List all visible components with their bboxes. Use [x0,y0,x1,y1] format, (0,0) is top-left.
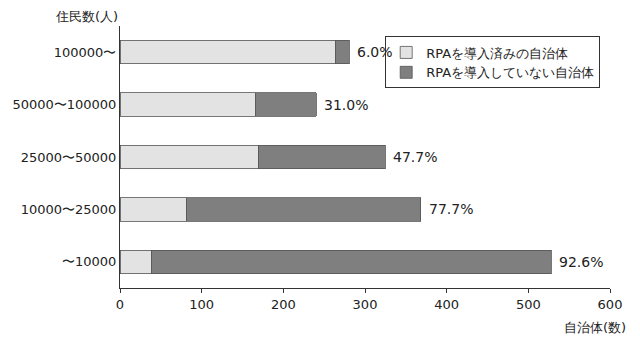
svg-text:200: 200 [271,297,296,312]
svg-text:10000〜25000: 10000〜25000 [21,202,117,217]
svg-text:92.6%: 92.6% [559,254,603,270]
svg-text:300: 300 [353,297,378,312]
svg-text:6.0%: 6.0% [357,44,393,60]
svg-text:50000〜100000: 50000〜100000 [12,97,116,112]
svg-text:住民数(人): 住民数(人) [55,9,118,24]
svg-text:600: 600 [598,297,623,312]
svg-text:RPAを導入済みの自治体: RPAを導入済みの自治体 [426,46,568,61]
svg-text:100: 100 [189,297,214,312]
svg-text:400: 400 [434,297,459,312]
svg-text:77.7%: 77.7% [429,201,473,217]
svg-text:RPAを導入していない自治体: RPAを導入していない自治体 [426,65,594,80]
svg-text:47.7%: 47.7% [393,149,437,165]
svg-text:31.0%: 31.0% [324,97,368,113]
svg-text:100000〜: 100000〜 [54,45,117,60]
svg-text:500: 500 [516,297,541,312]
svg-text:25000〜50000: 25000〜50000 [21,150,117,165]
svg-text:〜10000: 〜10000 [62,254,116,269]
svg-text:0: 0 [116,297,124,312]
svg-text:自治体(数): 自治体(数) [564,320,626,335]
